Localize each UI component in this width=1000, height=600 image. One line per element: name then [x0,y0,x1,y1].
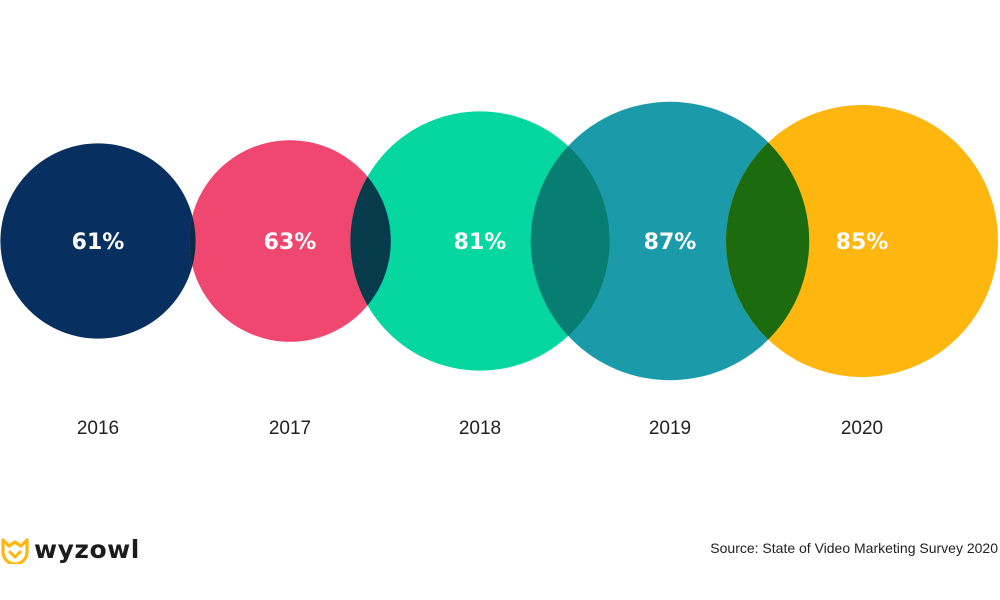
bubble-2020 [726,105,998,377]
year-label-2020: 2020 [841,418,883,439]
value-label-2016: 61% [72,230,125,255]
wyzowl-owl-icon [1,538,29,564]
bubble-2016 [0,143,196,339]
year-label-2016: 2016 [77,418,119,439]
bubble-2017 [189,140,391,342]
wyzowl-logo: wyzowl [0,532,140,566]
value-label-2019: 87% [644,230,697,255]
bubble-2018 [350,111,610,371]
bubble-2019 [530,101,810,381]
value-label-2020: 85% [836,230,889,255]
value-label-2017: 63% [264,230,317,255]
year-label-2018: 2018 [459,418,501,439]
source-note: Source: State of Video Marketing Survey … [710,540,998,556]
value-label-2018: 81% [454,230,507,255]
year-label-2017: 2017 [269,418,311,439]
year-label-2019: 2019 [649,418,691,439]
wyzowl-wordmark: wyzowl [34,534,140,564]
